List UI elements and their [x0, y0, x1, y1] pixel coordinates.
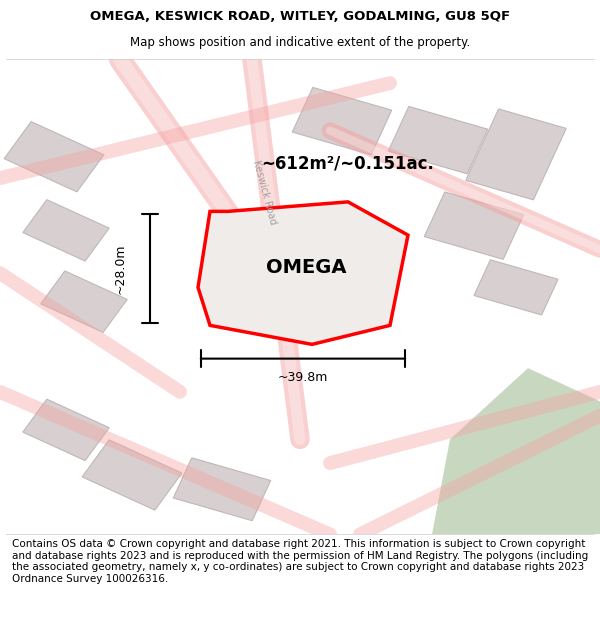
Text: OMEGA, KESWICK ROAD, WITLEY, GODALMING, GU8 5QF: OMEGA, KESWICK ROAD, WITLEY, GODALMING, …: [90, 10, 510, 23]
Text: OMEGA: OMEGA: [266, 258, 346, 278]
Text: Keswick Road: Keswick Road: [251, 159, 277, 226]
Polygon shape: [432, 368, 600, 534]
Text: Contains OS data © Crown copyright and database right 2021. This information is : Contains OS data © Crown copyright and d…: [12, 539, 588, 584]
Text: Map shows position and indicative extent of the property.: Map shows position and indicative extent…: [130, 36, 470, 49]
Polygon shape: [23, 399, 109, 461]
Polygon shape: [23, 199, 109, 261]
Polygon shape: [292, 88, 392, 155]
Polygon shape: [41, 271, 127, 332]
Polygon shape: [388, 106, 488, 174]
Polygon shape: [298, 262, 350, 299]
Polygon shape: [198, 202, 408, 344]
Polygon shape: [173, 458, 271, 521]
Polygon shape: [466, 109, 566, 200]
Polygon shape: [424, 192, 524, 259]
Polygon shape: [4, 122, 104, 192]
Text: ~28.0m: ~28.0m: [113, 243, 127, 294]
Polygon shape: [474, 260, 558, 315]
Text: ~612m²/~0.151ac.: ~612m²/~0.151ac.: [262, 155, 434, 173]
Text: ~39.8m: ~39.8m: [278, 371, 328, 384]
Polygon shape: [82, 440, 182, 510]
